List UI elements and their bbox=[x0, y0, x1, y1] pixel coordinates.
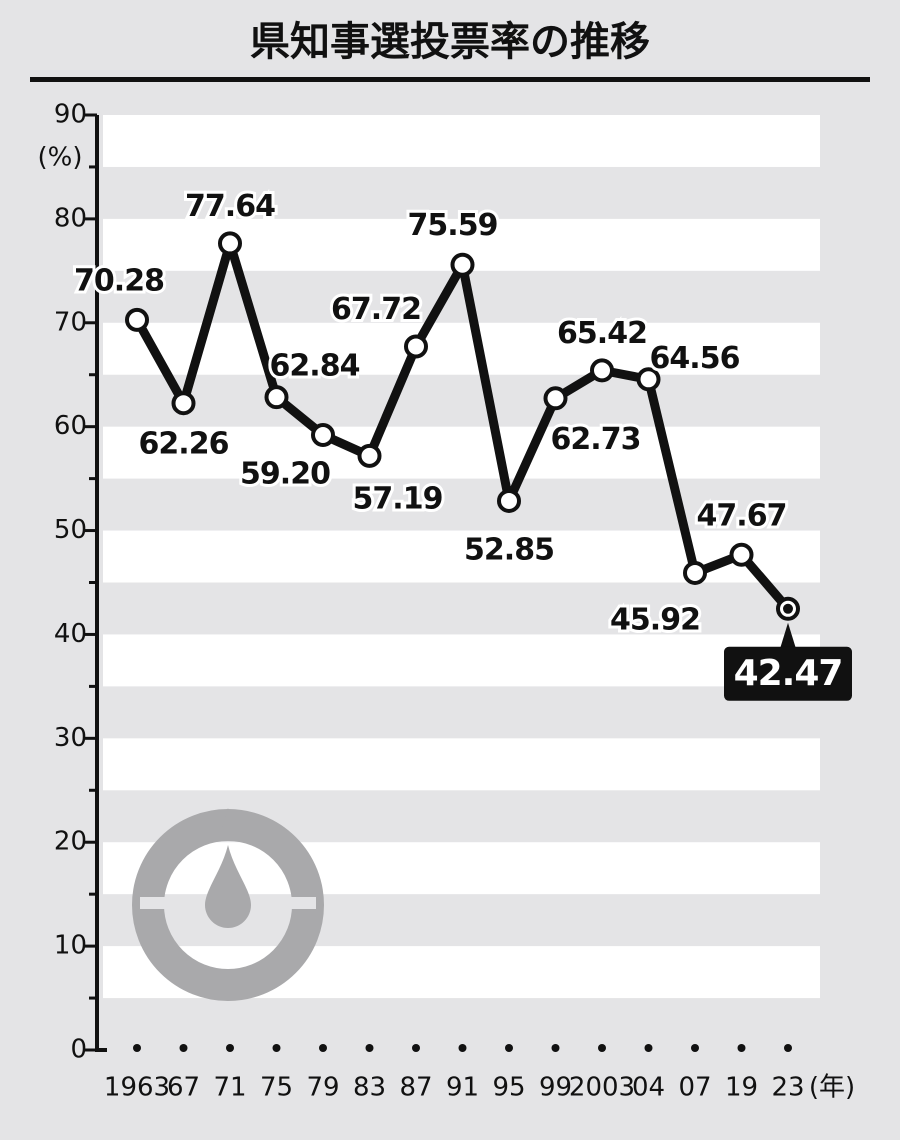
point bbox=[450, 252, 475, 277]
x-tick-label: 91 bbox=[446, 1073, 479, 1103]
x-tick-label: 67 bbox=[167, 1073, 200, 1103]
value-label: 45.92 bbox=[610, 602, 700, 637]
x-dot bbox=[319, 1044, 327, 1052]
y-tick-label: 10 bbox=[54, 931, 87, 961]
point bbox=[125, 307, 149, 332]
x-dot bbox=[505, 1044, 513, 1052]
y-tick-label: 70 bbox=[54, 307, 87, 337]
x-dot bbox=[784, 1044, 792, 1052]
x-dot bbox=[737, 1044, 746, 1052]
value-label: 65.42 bbox=[557, 316, 647, 351]
stripe bbox=[103, 530, 820, 583]
point bbox=[171, 391, 196, 416]
x-dot bbox=[551, 1044, 560, 1052]
value-label: 57.19 bbox=[353, 481, 443, 516]
point bbox=[636, 367, 661, 392]
value-label: 62.73 bbox=[551, 422, 641, 457]
point bbox=[543, 386, 568, 411]
x-tick-label: 87 bbox=[399, 1073, 432, 1103]
point bbox=[729, 542, 754, 567]
x-dot bbox=[598, 1044, 606, 1052]
callout-box bbox=[724, 646, 852, 701]
y-tick-label: 20 bbox=[54, 827, 87, 857]
stripe bbox=[103, 634, 820, 687]
y-tick-label: 80 bbox=[54, 203, 87, 233]
stripe bbox=[103, 322, 820, 375]
x-tick-label: 23 bbox=[771, 1073, 804, 1103]
x-tick-label: 1963 bbox=[104, 1073, 170, 1103]
point-center bbox=[783, 603, 793, 614]
x-dot bbox=[272, 1044, 281, 1052]
x-tick-label: 07 bbox=[678, 1073, 711, 1103]
callout-pointer bbox=[780, 622, 796, 649]
x-tick-label: 71 bbox=[213, 1073, 246, 1103]
value-label: 75.59 bbox=[408, 208, 498, 243]
y-tick-label: 0 bbox=[70, 1035, 87, 1065]
point bbox=[590, 358, 614, 383]
point bbox=[404, 334, 428, 359]
stripe bbox=[103, 738, 820, 791]
value-label: 62.26 bbox=[139, 427, 229, 462]
emblem bbox=[132, 808, 324, 1001]
x-dot bbox=[133, 1044, 141, 1052]
value-label: 62.84 bbox=[270, 349, 360, 384]
value-label: 52.85 bbox=[464, 532, 554, 567]
stripe bbox=[103, 115, 820, 167]
point bbox=[311, 422, 335, 447]
x-dot bbox=[365, 1044, 374, 1052]
x-tick-label: 83 bbox=[353, 1073, 386, 1103]
y-tick-label: 60 bbox=[54, 411, 87, 441]
chart-title: 県知事選投票率の推移 bbox=[250, 19, 650, 65]
y-tick-label: 30 bbox=[54, 723, 87, 753]
value-label: 64.56 bbox=[650, 341, 740, 376]
x-unit: (年) bbox=[809, 1073, 855, 1103]
x-tick-label: 19 bbox=[725, 1073, 758, 1103]
y-unit: (%) bbox=[38, 143, 83, 173]
x-dot bbox=[458, 1044, 467, 1052]
value-label: 42.47 bbox=[734, 653, 843, 694]
point bbox=[264, 385, 289, 410]
x-dot bbox=[644, 1044, 653, 1052]
y-tick-label: 40 bbox=[54, 619, 87, 649]
value-label: 67.72 bbox=[331, 292, 421, 327]
x-tick-label: 2003 bbox=[569, 1073, 635, 1103]
point bbox=[683, 560, 707, 585]
x-tick-label: 95 bbox=[492, 1073, 525, 1103]
value-label: 70.28 bbox=[74, 263, 164, 298]
x-dot bbox=[412, 1044, 420, 1052]
y-tick-label: 50 bbox=[54, 515, 87, 545]
title-rule bbox=[30, 77, 870, 82]
point bbox=[357, 443, 382, 468]
x-tick-label: 79 bbox=[306, 1073, 339, 1103]
x-dot bbox=[179, 1044, 188, 1052]
x-dot bbox=[691, 1044, 699, 1052]
point bbox=[218, 231, 242, 256]
value-label: 59.20 bbox=[240, 456, 330, 491]
x-tick-label: 75 bbox=[260, 1073, 293, 1103]
value-label: 77.64 bbox=[185, 189, 275, 224]
point bbox=[497, 488, 521, 513]
value-label: 47.67 bbox=[697, 498, 787, 533]
stripe bbox=[103, 426, 820, 479]
x-tick-label: 04 bbox=[632, 1073, 665, 1103]
x-tick-label: 99 bbox=[539, 1073, 572, 1103]
y-tick-label: 90 bbox=[54, 100, 87, 130]
x-dot bbox=[226, 1044, 234, 1052]
